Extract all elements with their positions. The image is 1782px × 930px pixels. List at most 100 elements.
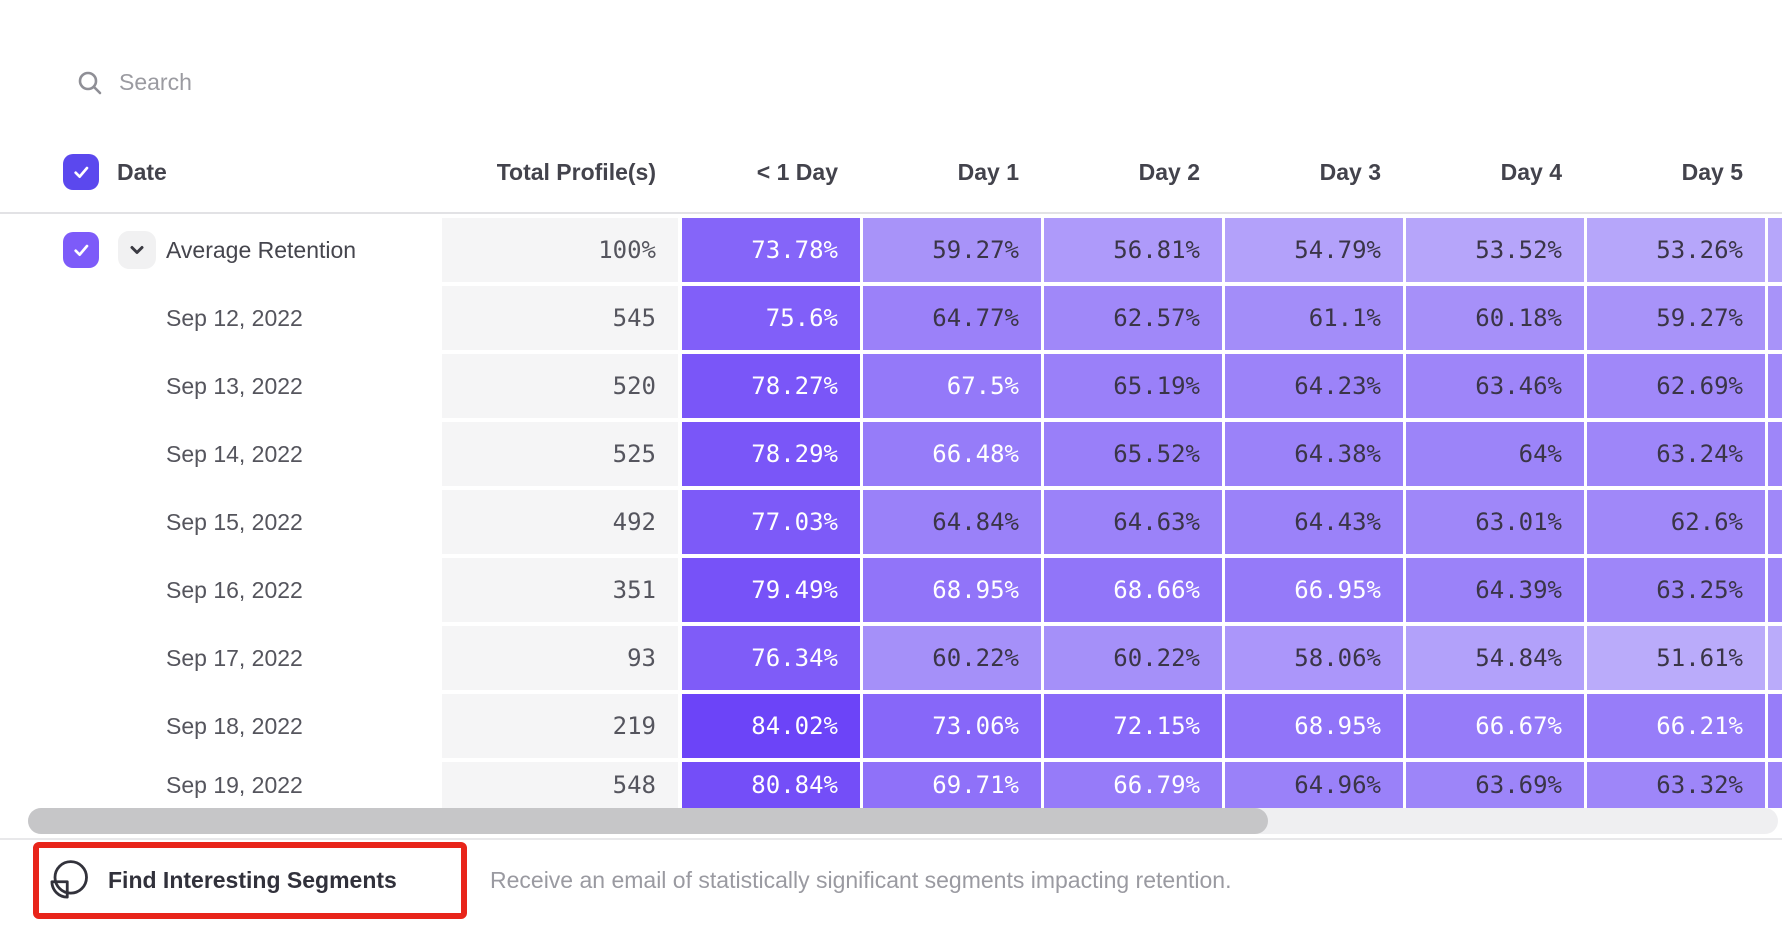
table-row: Sep 13, 2022 520 78.27% 67.5% 65.19% 64.23% 63… <box>0 354 1782 418</box>
retention-cell[interactable]: 64.84% <box>863 490 1041 554</box>
retention-cell[interactable]: 63.24% <box>1587 422 1765 486</box>
select-all-checkbox[interactable] <box>63 154 99 190</box>
retention-cell[interactable]: 64.43% <box>1225 490 1403 554</box>
row-label: Sep 18, 2022 <box>166 712 303 739</box>
retention-cell[interactable]: 54.79% <box>1225 218 1403 282</box>
row-label: Sep 12, 2022 <box>166 304 303 331</box>
retention-cell-clipped[interactable] <box>1768 558 1782 622</box>
retention-cell[interactable]: 80.84% <box>682 762 860 808</box>
retention-cell[interactable]: 63.32% <box>1587 762 1765 808</box>
retention-cell[interactable]: 61.1% <box>1225 286 1403 350</box>
retention-cell[interactable]: 69.71% <box>863 762 1041 808</box>
retention-cell[interactable]: 59.27% <box>863 218 1041 282</box>
table-row: Sep 17, 2022 93 76.34% 60.22% 60.22% 58.06% 54… <box>0 626 1782 690</box>
retention-cell[interactable]: 62.6% <box>1587 490 1765 554</box>
horizontal-scrollbar-thumb[interactable] <box>28 808 1268 834</box>
column-header-day-4: Day 4 <box>1500 158 1562 185</box>
find-interesting-segments-button[interactable]: Find Interesting Segments <box>48 848 397 912</box>
retention-cell-clipped[interactable] <box>1768 694 1782 758</box>
retention-cell[interactable]: 51.61% <box>1587 626 1765 690</box>
retention-cell[interactable]: 79.49% <box>682 558 860 622</box>
footer-divider <box>0 838 1782 840</box>
column-header-day-5: Day 5 <box>1681 158 1743 185</box>
retention-cell[interactable]: 68.66% <box>1044 558 1222 622</box>
retention-cell[interactable]: 53.52% <box>1406 218 1584 282</box>
retention-cell-clipped[interactable] <box>1768 626 1782 690</box>
retention-cell[interactable]: 76.34% <box>682 626 860 690</box>
retention-cell[interactable]: 63.46% <box>1406 354 1584 418</box>
column-header-date: Date <box>117 158 167 185</box>
retention-cell[interactable]: 54.84% <box>1406 626 1584 690</box>
retention-cell[interactable]: 73.06% <box>863 694 1041 758</box>
expand-chevron-button[interactable] <box>118 231 156 269</box>
row-label: Sep 13, 2022 <box>166 372 303 399</box>
retention-cell[interactable]: 72.15% <box>1044 694 1222 758</box>
retention-cell[interactable]: 58.06% <box>1225 626 1403 690</box>
retention-cell[interactable]: 62.57% <box>1044 286 1222 350</box>
total-profiles-cell: 492 <box>442 490 678 554</box>
retention-cell-clipped[interactable] <box>1768 422 1782 486</box>
retention-cell[interactable]: 66.48% <box>863 422 1041 486</box>
row-label: Sep 14, 2022 <box>166 440 303 467</box>
row-label: Sep 19, 2022 <box>166 771 303 798</box>
retention-cell[interactable]: 64% <box>1406 422 1584 486</box>
retention-cell[interactable]: 73.78% <box>682 218 860 282</box>
table-row: Sep 12, 2022 545 75.6% 64.77% 62.57% 61.1% 60.… <box>0 286 1782 350</box>
column-header-day-1: Day 1 <box>957 158 1019 185</box>
retention-cell[interactable]: 64.39% <box>1406 558 1584 622</box>
retention-cell[interactable]: 59.27% <box>1587 286 1765 350</box>
table-row: Sep 19, 2022 548 80.84% 69.71% 66.79% 64.96% 6… <box>0 762 1782 808</box>
retention-cell[interactable]: 64.63% <box>1044 490 1222 554</box>
retention-cell[interactable]: 67.5% <box>863 354 1041 418</box>
retention-cell[interactable]: 56.81% <box>1044 218 1222 282</box>
retention-cell[interactable]: 63.01% <box>1406 490 1584 554</box>
retention-cell[interactable]: 65.52% <box>1044 422 1222 486</box>
retention-cell[interactable]: 60.22% <box>863 626 1041 690</box>
retention-cell[interactable]: 64.96% <box>1225 762 1403 808</box>
segments-icon <box>48 859 90 901</box>
retention-cell-clipped[interactable] <box>1768 286 1782 350</box>
retention-cell[interactable]: 62.69% <box>1587 354 1765 418</box>
retention-cell[interactable]: 68.95% <box>863 558 1041 622</box>
retention-cell[interactable]: 66.95% <box>1225 558 1403 622</box>
retention-cell[interactable]: 64.38% <box>1225 422 1403 486</box>
search-input[interactable] <box>117 68 581 97</box>
retention-cell[interactable]: 60.22% <box>1044 626 1222 690</box>
retention-cell[interactable]: 68.95% <box>1225 694 1403 758</box>
column-header-day-0: < 1 Day <box>756 158 838 185</box>
table-row: Sep 16, 2022 351 79.49% 68.95% 68.66% 66.95% 6… <box>0 558 1782 622</box>
retention-cell[interactable]: 75.6% <box>682 286 860 350</box>
retention-cell[interactable]: 60.18% <box>1406 286 1584 350</box>
annotation-highlight-box <box>33 842 467 919</box>
retention-cell[interactable]: 66.79% <box>1044 762 1222 808</box>
total-profiles-cell: 520 <box>442 354 678 418</box>
total-profiles-cell: 93 <box>442 626 678 690</box>
retention-cell[interactable]: 78.29% <box>682 422 860 486</box>
retention-cell[interactable]: 78.27% <box>682 354 860 418</box>
retention-cell[interactable]: 64.23% <box>1225 354 1403 418</box>
retention-cell[interactable]: 64.77% <box>863 286 1041 350</box>
total-profiles-cell: 545 <box>442 286 678 350</box>
search-bar[interactable] <box>55 55 655 110</box>
retention-cell[interactable]: 63.25% <box>1587 558 1765 622</box>
row-checkbox[interactable] <box>63 232 99 268</box>
retention-cell[interactable]: 77.03% <box>682 490 860 554</box>
total-profiles-cell: 548 <box>442 762 678 808</box>
retention-cell[interactable]: 65.19% <box>1044 354 1222 418</box>
retention-cell[interactable]: 84.02% <box>682 694 860 758</box>
retention-cell-clipped[interactable] <box>1768 218 1782 282</box>
retention-cell-clipped[interactable] <box>1768 762 1782 808</box>
column-header-day-2: Day 2 <box>1138 158 1200 185</box>
row-label: Sep 16, 2022 <box>166 576 303 603</box>
retention-cell[interactable]: 66.67% <box>1406 694 1584 758</box>
retention-cell[interactable]: 66.21% <box>1587 694 1765 758</box>
retention-cell-clipped[interactable] <box>1768 490 1782 554</box>
retention-cell-clipped[interactable] <box>1768 354 1782 418</box>
retention-cell[interactable]: 53.26% <box>1587 218 1765 282</box>
footer-description: Receive an email of statistically signif… <box>490 866 1232 893</box>
retention-cell[interactable]: 63.69% <box>1406 762 1584 808</box>
table-row: Average Retention 100% 73.78% 59.27% 56.81% 5… <box>0 218 1782 282</box>
row-label: Average Retention <box>166 236 357 263</box>
column-header-day-3: Day 3 <box>1319 158 1381 185</box>
